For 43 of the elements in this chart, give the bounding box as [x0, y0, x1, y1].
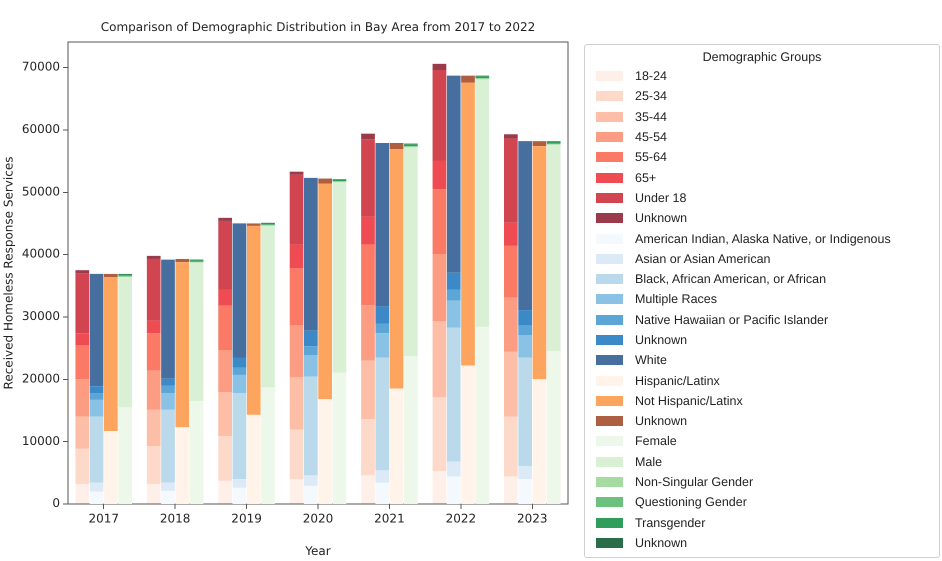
legend-label: 18-24	[635, 69, 667, 84]
legend-label: Non-Singular Gender	[635, 475, 754, 490]
x-tick-label: 2019	[231, 511, 262, 526]
legend-label: Unknown	[635, 414, 688, 428]
legend-title: Demographic Groups	[702, 49, 822, 66]
legend-label: Transgender	[635, 516, 706, 530]
y-tick-label: 20000	[22, 371, 60, 386]
x-tick-label: 2021	[374, 511, 405, 526]
legend-label: 25-34	[635, 89, 667, 104]
x-axis-title: Year	[304, 544, 331, 558]
legend-label: Not Hispanic/Latinx	[635, 394, 743, 408]
y-tick-label: 30000	[22, 309, 60, 324]
legend-label: American Indian, Alaska Native, or Indigenous	[635, 232, 891, 246]
y-tick-label: 60000	[22, 122, 60, 136]
legend-label: Multiple Races	[635, 292, 717, 306]
chart-title: Comparison of Demographic Distribution in Bay Area from 2017 to 2022	[100, 20, 536, 34]
legend-label: Hispanic/Latinx	[635, 374, 720, 388]
y-tick-label: 10000	[22, 434, 60, 448]
y-tick-label: 50000	[22, 184, 60, 198]
y-tick-label: 40000	[22, 246, 60, 261]
x-tick-label: 2018	[160, 511, 190, 526]
legend-label: Male	[635, 454, 662, 469]
legend-label: Under 18	[635, 190, 686, 205]
legend-label: 35-44	[635, 110, 667, 124]
legend-label: Black, African American, or African	[635, 272, 826, 286]
legend-label: 45-54	[635, 130, 667, 144]
legend-label: Native Hawaiian or Pacific Islander	[635, 312, 828, 327]
x-tick-label: 2022	[446, 511, 476, 526]
legend-label: 65+	[635, 170, 656, 185]
x-tick-label: 2023	[517, 511, 548, 526]
legend-label: Unknown	[635, 536, 688, 550]
legend-label: Unknown	[635, 211, 688, 226]
legend-label: White	[635, 353, 667, 368]
legend-label: Asian or Asian American	[635, 252, 770, 266]
x-tick-label: 2017	[88, 511, 119, 526]
legend-label: Female	[635, 434, 677, 448]
legend-label: Unknown	[635, 333, 688, 347]
legend-label: 55-64	[635, 150, 667, 164]
y-tick-label: 0	[52, 496, 60, 510]
y-tick-label: 70000	[22, 60, 60, 74]
y-axis-title: Received Homeless Response Services	[1, 156, 16, 390]
x-tick-label: 2020	[302, 511, 334, 526]
legend-label: Questioning Gender	[635, 495, 747, 510]
